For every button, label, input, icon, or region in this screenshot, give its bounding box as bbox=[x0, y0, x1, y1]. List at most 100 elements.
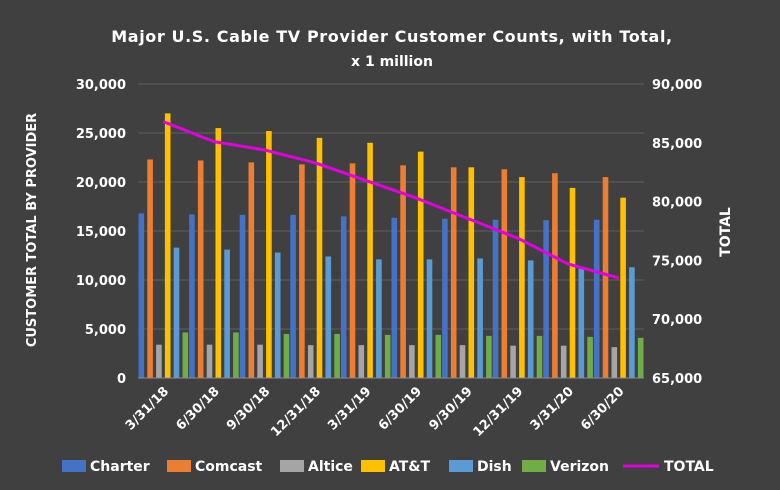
bar-comcast bbox=[197, 160, 204, 378]
y2-tick-label: 70,000 bbox=[652, 313, 702, 328]
bar-att bbox=[620, 197, 626, 378]
bar-comcast bbox=[552, 173, 558, 378]
y2-tick-label: 75,000 bbox=[652, 254, 702, 269]
legend-label: AT&T bbox=[389, 459, 431, 475]
y-tick-label: 5,000 bbox=[85, 323, 126, 338]
bar-charter bbox=[138, 213, 145, 378]
bar-altice bbox=[459, 345, 466, 378]
bar-dish bbox=[527, 260, 534, 378]
y2-tick-label: 85,000 bbox=[652, 137, 702, 152]
bar-verizon bbox=[486, 335, 492, 378]
bar-verizon bbox=[384, 334, 391, 378]
bar-altice bbox=[156, 344, 162, 378]
bar-comcast bbox=[602, 177, 609, 378]
gridlines bbox=[138, 83, 644, 330]
bar-att bbox=[367, 142, 373, 378]
legend-swatch bbox=[449, 460, 473, 472]
x-tick-label: 3/31/20 bbox=[528, 384, 577, 433]
bar-verizon bbox=[637, 337, 644, 378]
bar-dish bbox=[578, 267, 585, 378]
bar-altice bbox=[358, 345, 365, 378]
bar-verizon bbox=[283, 333, 290, 378]
bar-charter bbox=[442, 218, 448, 378]
legend: Charter Comcast Altice AT&T Dish Verizon TOTAL bbox=[62, 459, 714, 475]
bar-dish bbox=[426, 259, 433, 378]
x-tick-label: 9/30/18 bbox=[224, 384, 273, 433]
bar-charter bbox=[593, 219, 600, 378]
bar-dish bbox=[477, 258, 483, 378]
chart-title: Major U.S. Cable TV Provider Customer Co… bbox=[111, 27, 672, 46]
bar-charter bbox=[543, 220, 549, 378]
y-axis-label: CUSTOMER TOTAL BY PROVIDER bbox=[25, 113, 40, 347]
legend-swatch bbox=[522, 460, 546, 472]
bar-verizon bbox=[435, 334, 442, 378]
bar-att bbox=[215, 128, 222, 378]
bar-altice bbox=[206, 344, 213, 378]
x-tick-label: 3/31/18 bbox=[123, 384, 172, 433]
chart-subtitle: x 1 million bbox=[351, 54, 433, 70]
bar-att bbox=[164, 113, 171, 379]
bar-verizon bbox=[334, 333, 340, 378]
bars bbox=[138, 113, 644, 379]
x-tick-label: 6/30/18 bbox=[173, 384, 222, 433]
y2-tick-label: 90,000 bbox=[652, 78, 702, 93]
bar-comcast bbox=[299, 164, 305, 378]
legend-label: Verizon bbox=[550, 459, 609, 475]
bar-charter bbox=[340, 216, 347, 378]
y2-axis-label: TOTAL bbox=[718, 207, 734, 257]
bar-verizon bbox=[233, 332, 239, 378]
bar-dish bbox=[173, 247, 180, 378]
legend-swatch bbox=[167, 460, 191, 472]
legend-swatch bbox=[280, 460, 304, 472]
x-tick-label: 6/30/19 bbox=[376, 384, 425, 433]
legend-swatch bbox=[361, 460, 385, 472]
bar-comcast bbox=[349, 163, 356, 378]
y-tick-label: 30,000 bbox=[76, 78, 126, 93]
bar-charter bbox=[290, 214, 296, 378]
bar-charter bbox=[239, 214, 246, 378]
y-axis-ticks: 0 5,000 10,000 15,000 20,000 25,000 30,000 bbox=[76, 78, 126, 387]
bar-altice bbox=[510, 345, 516, 378]
bar-dish bbox=[629, 267, 635, 378]
y2-tick-label: 80,000 bbox=[652, 196, 702, 211]
bar-altice bbox=[560, 345, 567, 378]
bar-att bbox=[316, 137, 323, 378]
y-tick-label: 10,000 bbox=[76, 274, 126, 289]
bar-att bbox=[417, 151, 424, 378]
bar-altice bbox=[257, 344, 263, 378]
x-tick-label: 12/31/19 bbox=[471, 384, 527, 440]
bar-verizon bbox=[182, 332, 189, 378]
y2-tick-label: 65,000 bbox=[652, 372, 702, 387]
legend-label: Altice bbox=[308, 459, 353, 475]
bar-altice bbox=[611, 347, 618, 378]
bar-charter bbox=[391, 217, 398, 378]
y2-axis-ticks: 65,000 70,000 75,000 80,000 85,000 90,000 bbox=[652, 78, 702, 387]
bar-comcast bbox=[147, 159, 153, 378]
bar-comcast bbox=[450, 167, 457, 378]
bar-dish bbox=[224, 249, 230, 378]
y-tick-label: 0 bbox=[117, 372, 126, 387]
legend-label: Charter bbox=[90, 459, 150, 475]
x-tick-label: 9/30/19 bbox=[426, 384, 475, 433]
x-tick-label: 3/31/19 bbox=[325, 384, 374, 433]
x-tick-label: 6/30/20 bbox=[578, 384, 627, 433]
bar-comcast bbox=[248, 162, 255, 378]
bar-altice bbox=[409, 345, 415, 378]
legend-swatch bbox=[62, 460, 86, 472]
total-line bbox=[162, 120, 620, 280]
bar-att bbox=[569, 187, 576, 378]
bar-att bbox=[266, 131, 272, 378]
legend-label: Comcast bbox=[195, 459, 263, 475]
y-tick-label: 15,000 bbox=[76, 225, 126, 240]
bar-dish bbox=[325, 256, 332, 378]
legend-label: Dish bbox=[477, 459, 512, 475]
bar-charter bbox=[492, 219, 499, 378]
legend-label: TOTAL bbox=[664, 459, 714, 475]
y-tick-label: 25,000 bbox=[76, 127, 126, 142]
bar-comcast bbox=[400, 165, 406, 378]
bar-comcast bbox=[501, 169, 508, 378]
bar-dish bbox=[376, 259, 382, 378]
bar-dish bbox=[274, 252, 281, 378]
